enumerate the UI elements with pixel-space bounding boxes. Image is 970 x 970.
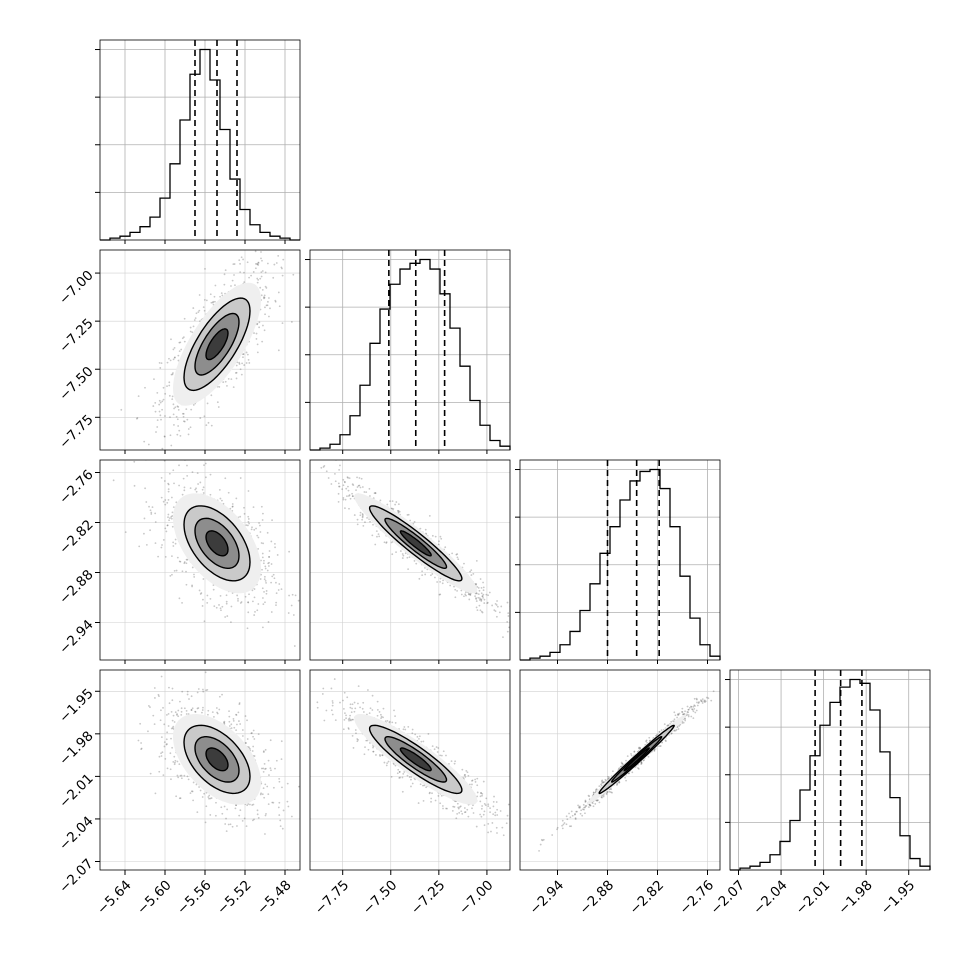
x-tick-label: −7.75 — [312, 877, 353, 918]
density-contour — [623, 747, 651, 772]
x-tick-label: −1.95 — [878, 877, 919, 918]
y-tick-label: −2.07 — [56, 856, 97, 897]
x-tick-label: −2.07 — [708, 877, 749, 918]
y-tick-label: −7.00 — [56, 267, 97, 308]
y-tick-label: −2.82 — [56, 517, 97, 558]
histogram-panel-2 — [515, 459, 721, 661]
scatter-panel-2-0 — [99, 459, 301, 661]
y-tick-label: −7.50 — [56, 364, 97, 405]
histogram-panel-1 — [305, 249, 511, 451]
panel-frame — [519, 459, 721, 661]
histogram-steps — [310, 258, 511, 451]
panel-frame — [729, 669, 931, 871]
y-tick-label: −2.76 — [56, 467, 97, 508]
y-tick-label: −2.04 — [56, 813, 97, 854]
histogram-steps — [100, 48, 300, 241]
histogram-panel-0 — [95, 39, 301, 241]
histogram-steps — [520, 468, 721, 661]
x-tick-label: −7.50 — [360, 877, 401, 918]
y-tick-label: −7.25 — [56, 315, 97, 356]
scatter-panel-1-0 — [99, 249, 301, 451]
density-contour — [205, 328, 229, 361]
panel-frame — [99, 669, 301, 871]
x-tick-label: −2.88 — [577, 877, 618, 918]
x-tick-label: −7.00 — [456, 877, 497, 918]
x-tick-label: −5.52 — [214, 877, 255, 918]
x-tick-label: −7.25 — [408, 877, 449, 918]
scatter-panel-2-1 — [309, 459, 511, 661]
y-tick-label: −2.01 — [56, 771, 97, 812]
x-tick-label: −2.94 — [527, 877, 568, 918]
x-tick-label: −2.01 — [793, 877, 834, 918]
panel-frame — [99, 459, 301, 661]
panel-frame — [309, 459, 511, 661]
x-tick-label: −5.48 — [254, 877, 295, 918]
panel-frame — [309, 669, 511, 871]
scatter-panel-3-0 — [99, 669, 301, 871]
x-tick-label: −1.98 — [835, 877, 876, 918]
density-contour — [399, 747, 432, 772]
histogram-panel-3 — [725, 669, 931, 871]
density-contour — [205, 747, 229, 772]
x-tick-label: −2.82 — [627, 877, 668, 918]
x-tick-label: −5.64 — [94, 877, 135, 918]
panel-frame — [309, 249, 511, 451]
y-tick-label: −1.95 — [56, 686, 97, 727]
density-contour — [399, 530, 432, 557]
x-tick-label: −5.60 — [134, 877, 175, 918]
panel-frame — [99, 39, 301, 241]
density-contour — [205, 530, 229, 557]
y-tick-label: −2.88 — [56, 567, 97, 608]
x-tick-label: −5.56 — [174, 877, 215, 918]
panel-frame — [519, 669, 721, 871]
histogram-steps — [730, 678, 931, 871]
y-tick-label: −2.94 — [56, 617, 97, 658]
scatter-panel-3-2 — [519, 669, 721, 871]
panel-frame — [99, 249, 301, 451]
x-tick-label: −2.76 — [677, 877, 718, 918]
y-tick-label: −7.75 — [56, 412, 97, 453]
y-tick-label: −1.98 — [56, 728, 97, 769]
scatter-panel-3-1 — [309, 669, 511, 871]
x-tick-label: −2.04 — [750, 877, 791, 918]
